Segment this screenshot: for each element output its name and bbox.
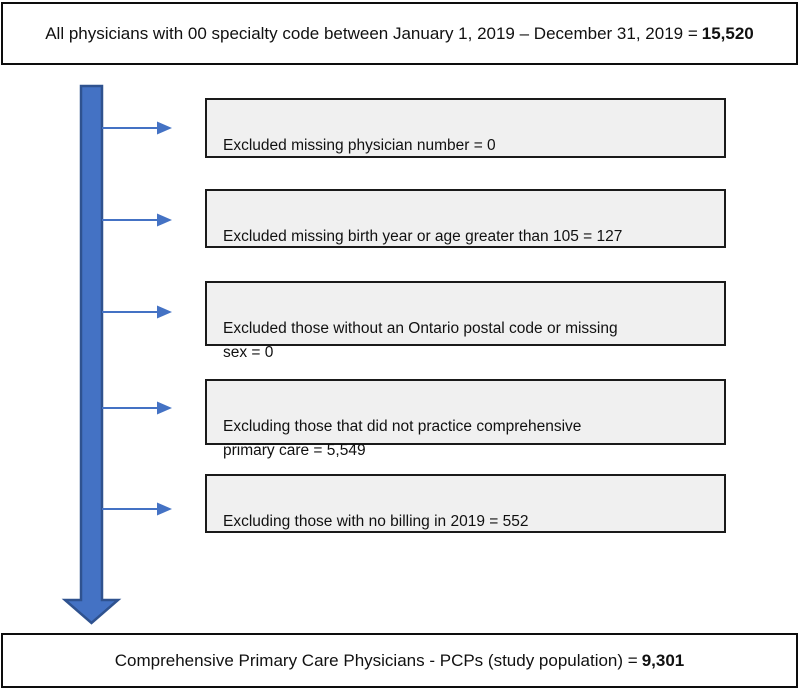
branch-arrow-icon <box>102 401 172 415</box>
down-arrow-icon <box>61 84 122 625</box>
study-population-box: Comprehensive Primary Care Physicians - … <box>1 633 798 688</box>
study-population-value: 9,301 <box>641 650 685 670</box>
exclusion-label: Excluded those without an Ontario postal… <box>223 320 618 361</box>
total-population-box: All physicians with 00 specialty code be… <box>1 2 798 65</box>
exclusion-box: Excluding those with no billing in 2019 … <box>205 474 726 533</box>
exclusion-box: Excluded missing physician number = 0 <box>205 98 726 158</box>
exclusion-box: Excluding those that did not practice co… <box>205 379 726 459</box>
exclusion-label: Excluding those with no billing in 2019 … <box>223 513 529 531</box>
exclusion-label: Excluded missing physician number = 0 <box>223 137 496 155</box>
branch-arrow-icon <box>102 502 172 516</box>
branch-arrow-icon <box>102 305 172 319</box>
exclusion-box: Excluded missing birth year or age great… <box>205 189 726 248</box>
total-population-text: All physicians with 00 specialty code be… <box>45 23 698 43</box>
branch-arrow-icon <box>102 213 172 227</box>
branch-arrow-icon <box>102 121 172 135</box>
exclusion-box: Excluded those without an Ontario postal… <box>205 281 726 361</box>
study-population-text: Comprehensive Primary Care Physicians - … <box>114 650 638 670</box>
exclusion-label: Excluding those that did not practice co… <box>223 418 582 459</box>
total-population-value: 15,520 <box>701 23 754 43</box>
exclusion-label: Excluded missing birth year or age great… <box>223 228 623 246</box>
